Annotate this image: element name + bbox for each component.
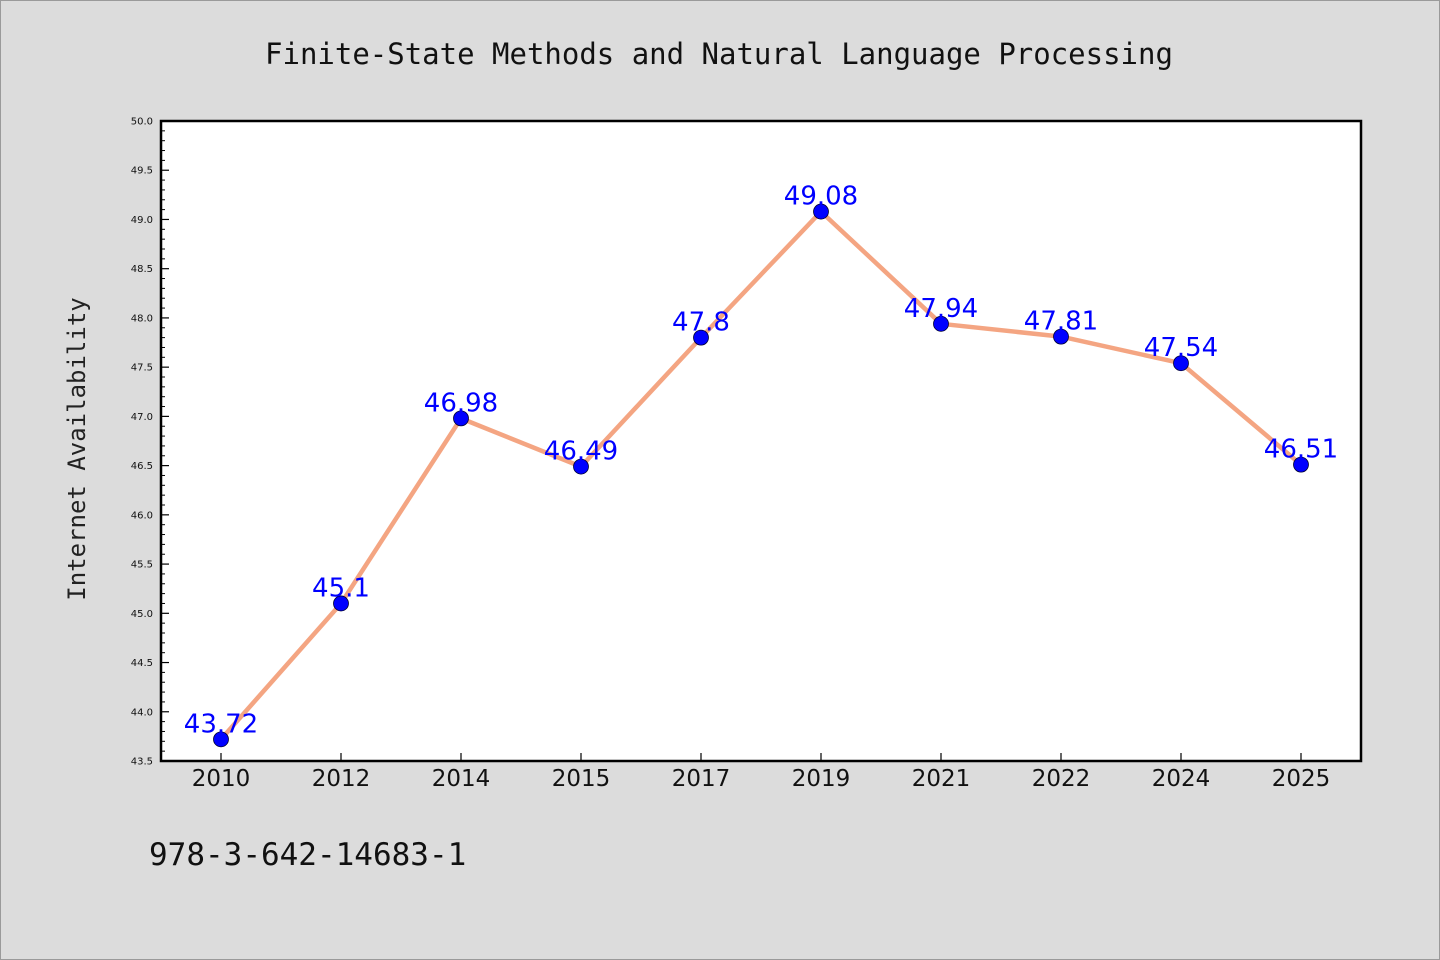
- data-label: 46.49: [544, 437, 618, 467]
- x-tick-label: 2012: [312, 766, 371, 792]
- data-label: 47.54: [1144, 333, 1218, 363]
- y-tick-label: 44.0: [131, 707, 153, 718]
- y-tick-label: 44.5: [131, 658, 153, 669]
- x-tick-label: 2022: [1032, 766, 1091, 792]
- plot-area: [161, 121, 1361, 761]
- y-tick-label: 43.5: [131, 757, 153, 768]
- data-point-group: [213, 203, 1309, 748]
- y-tick-label: 47.5: [131, 363, 153, 374]
- y-tick-label: 45.0: [131, 609, 153, 620]
- y-tick-label: 46.5: [131, 461, 153, 472]
- y-tick-label: 48.0: [131, 313, 153, 324]
- x-tick-label: 2021: [912, 766, 971, 792]
- data-point: [213, 731, 229, 748]
- data-point: [933, 315, 949, 332]
- x-tick-label: 2010: [192, 766, 251, 792]
- y-tick-label: 45.5: [131, 560, 153, 571]
- data-label: 49.08: [784, 182, 858, 212]
- series-line-group: [218, 209, 1304, 742]
- data-point: [573, 458, 589, 475]
- y-tick-label: 48.5: [131, 264, 153, 275]
- data-label-group: 43.72 45.1 46.98 46.49 47.8 49.08 47.94 47.81 47…: [184, 182, 1338, 740]
- data-point: [1053, 328, 1069, 345]
- x-tick-label: 2024: [1152, 766, 1211, 792]
- data-point: [813, 203, 829, 220]
- data-label: 47.8: [672, 308, 730, 338]
- y-tick-label: 49.5: [131, 166, 153, 177]
- data-point: [1173, 355, 1189, 372]
- x-tick-label: 2019: [792, 766, 851, 792]
- data-label: 47.81: [1024, 307, 1098, 337]
- y-tick-label: 46.0: [131, 510, 153, 521]
- y-tick-label: 47.0: [131, 412, 153, 423]
- data-point: [453, 410, 469, 427]
- data-label: 46.98: [424, 388, 498, 418]
- y-tick-label: 49.0: [131, 215, 153, 226]
- chart-title: Finite-State Methods and Natural Languag…: [265, 37, 1173, 71]
- data-label: 45.1: [312, 573, 370, 603]
- series-line: [218, 209, 1304, 742]
- plot-frame: [159, 119, 1363, 763]
- data-point: [1293, 456, 1309, 473]
- data-point: [693, 329, 709, 346]
- x-tick-label: 2015: [552, 766, 611, 792]
- x-tick-label: 2014: [432, 766, 491, 792]
- data-label: 46.51: [1264, 435, 1338, 465]
- y-tick-label: 50.0: [131, 117, 153, 128]
- y-axis-label: Internet Availability: [63, 297, 91, 600]
- x-tick-label: 2025: [1272, 766, 1331, 792]
- x-tick-label: 2017: [672, 766, 731, 792]
- data-label: 47.94: [904, 294, 978, 324]
- data-point: [333, 595, 349, 612]
- x-axis: 2010 2012 2014 2015 2017 2019 2021 2022 2024 2025: [192, 753, 1331, 792]
- isbn-caption: 978-3-642-14683-1: [149, 837, 466, 873]
- data-label: 43.72: [184, 709, 258, 739]
